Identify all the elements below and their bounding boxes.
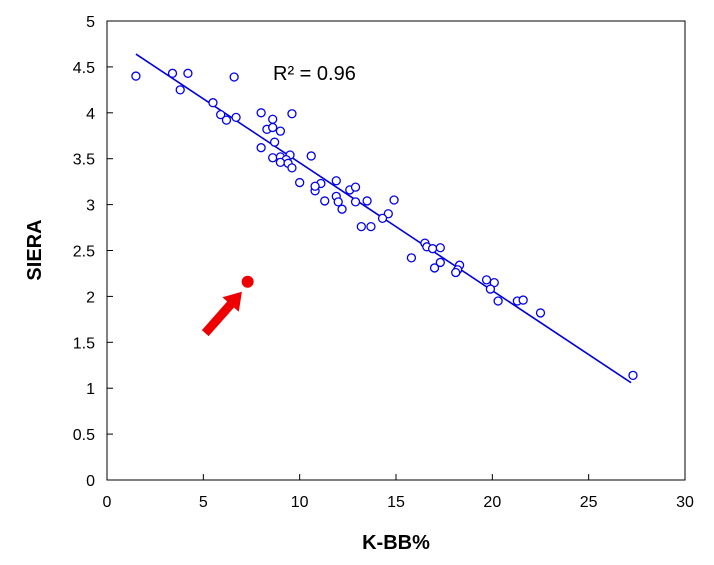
y-tick-label: 1	[86, 381, 95, 398]
data-point	[493, 296, 503, 306]
data-point	[221, 115, 232, 125]
data-point	[216, 109, 226, 120]
data-point	[485, 284, 496, 294]
data-points	[131, 68, 638, 380]
data-point	[167, 68, 178, 78]
data-point	[131, 71, 141, 81]
data-point	[256, 143, 266, 153]
x-axis-title: K-BB%	[362, 532, 430, 554]
data-point	[287, 109, 297, 119]
data-point	[269, 137, 280, 147]
y-tick-label: 2.5	[73, 244, 95, 261]
data-point	[362, 196, 372, 206]
highlight-group	[201, 275, 254, 337]
data-point	[451, 267, 461, 278]
x-tick-label: 0	[103, 494, 112, 511]
y-axis-title: SIERA	[24, 219, 46, 280]
x-tick-label: 25	[580, 494, 598, 511]
x-axis-ticks: 0 5 10 15 20 25 30	[103, 474, 694, 511]
y-tick-label: 5	[86, 14, 95, 31]
data-point	[481, 275, 492, 285]
y-tick-label: 0	[86, 473, 95, 490]
data-point	[268, 153, 278, 163]
y-axis-ticks: 0 0.5 1 1.5 2 2.5 3 3.5 4 4.5 5	[73, 14, 113, 490]
r-squared-annotation: R² = 0.96	[273, 63, 356, 85]
data-point	[389, 195, 399, 205]
data-point	[275, 157, 286, 168]
data-point	[183, 68, 193, 78]
data-point	[435, 243, 445, 253]
data-point	[331, 176, 341, 186]
x-tick-label: 20	[483, 494, 501, 511]
x-tick-label: 15	[387, 494, 405, 511]
data-point	[337, 204, 347, 214]
data-point	[268, 114, 278, 124]
highlight-point	[241, 275, 254, 288]
data-point	[406, 253, 417, 263]
data-point	[208, 98, 218, 108]
data-point	[231, 112, 241, 123]
data-point	[535, 308, 546, 318]
data-point	[256, 108, 266, 118]
data-point	[435, 257, 445, 268]
x-tick-label: 5	[199, 494, 208, 511]
data-point	[377, 213, 388, 224]
data-point	[350, 182, 361, 192]
highlight-arrow	[201, 291, 242, 337]
data-point	[275, 126, 286, 136]
y-tick-label: 2	[86, 289, 95, 306]
data-point	[333, 197, 343, 207]
data-point	[628, 370, 638, 380]
y-tick-label: 4	[86, 106, 95, 123]
x-tick-label: 30	[676, 494, 694, 511]
data-point	[320, 196, 330, 206]
y-tick-label: 0.5	[73, 427, 95, 444]
data-point	[427, 244, 438, 254]
data-point	[229, 72, 239, 82]
data-point	[310, 181, 320, 191]
data-point	[268, 122, 278, 133]
y-tick-label: 3.5	[73, 152, 95, 169]
y-tick-label: 4.5	[73, 60, 95, 77]
x-tick-label: 10	[291, 494, 309, 511]
data-point	[356, 221, 366, 232]
data-point	[429, 263, 440, 273]
data-point	[306, 151, 316, 161]
data-point	[366, 221, 376, 232]
data-point	[287, 163, 297, 173]
y-tick-label: 3	[86, 198, 95, 215]
data-point	[295, 177, 305, 188]
data-point	[350, 197, 361, 207]
data-point	[175, 85, 185, 95]
data-point	[518, 295, 528, 305]
y-tick-label: 1.5	[73, 335, 95, 352]
